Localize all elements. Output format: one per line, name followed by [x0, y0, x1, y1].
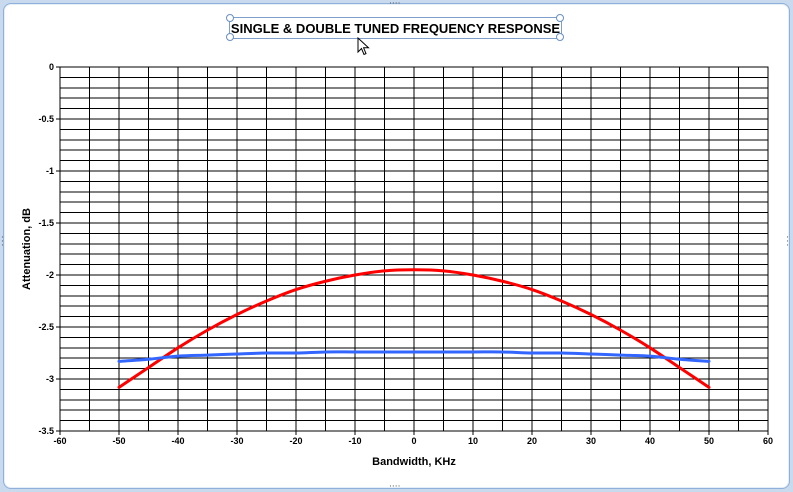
- y-tick-label: -0.5: [38, 114, 54, 124]
- x-tick-label: 40: [645, 436, 655, 446]
- title-selection-handle-bottom-left[interactable]: [226, 33, 234, 41]
- x-tick-label: -30: [230, 436, 243, 446]
- y-tick-label: -3.5: [38, 426, 54, 436]
- y-tick-label: -1.5: [38, 218, 54, 228]
- mouse-pointer-icon: [357, 37, 370, 56]
- resize-handle-bottom[interactable]: ····: [389, 482, 401, 492]
- series-line-2: [117, 350, 711, 363]
- x-tick-label: 30: [586, 436, 596, 446]
- y-tick-label: -2: [46, 270, 54, 280]
- chart-area[interactable]: [3, 3, 790, 489]
- x-tick-label: -50: [112, 436, 125, 446]
- title-selection-handle-top-right[interactable]: [556, 14, 564, 22]
- title-selection-handle-top-left[interactable]: [226, 14, 234, 22]
- x-tick-label: 20: [527, 436, 537, 446]
- y-tick-label: -2.5: [38, 322, 54, 332]
- title-selection-handle-bottom-right[interactable]: [556, 33, 564, 41]
- y-tick-label: -3: [46, 374, 54, 384]
- resize-handle-right[interactable]: · · ·: [786, 233, 789, 251]
- x-tick-label: -60: [53, 436, 66, 446]
- x-tick-label: 10: [468, 436, 478, 446]
- x-tick-label: 60: [763, 436, 773, 446]
- resize-handle-left[interactable]: · · ·: [1, 233, 4, 251]
- chart-title-box[interactable]: SINGLE & DOUBLE TUNED FREQUENCY RESPONSE: [229, 17, 562, 39]
- resize-handle-top[interactable]: ····: [389, 0, 401, 9]
- x-tick-label: 0: [411, 436, 416, 446]
- y-tick-label: 0: [49, 62, 54, 72]
- x-tick-label: -20: [289, 436, 302, 446]
- y-axis-title: Attenuation, dB: [21, 208, 33, 290]
- x-tick-label: 50: [704, 436, 714, 446]
- y-tick-label: -1: [46, 166, 54, 176]
- chart-title: SINGLE & DOUBLE TUNED FREQUENCY RESPONSE: [230, 20, 561, 36]
- x-tick-label: -40: [171, 436, 184, 446]
- x-tick-label: -10: [348, 436, 361, 446]
- series-line-1: [117, 268, 711, 389]
- x-axis-title: Bandwidth, KHz: [372, 456, 456, 468]
